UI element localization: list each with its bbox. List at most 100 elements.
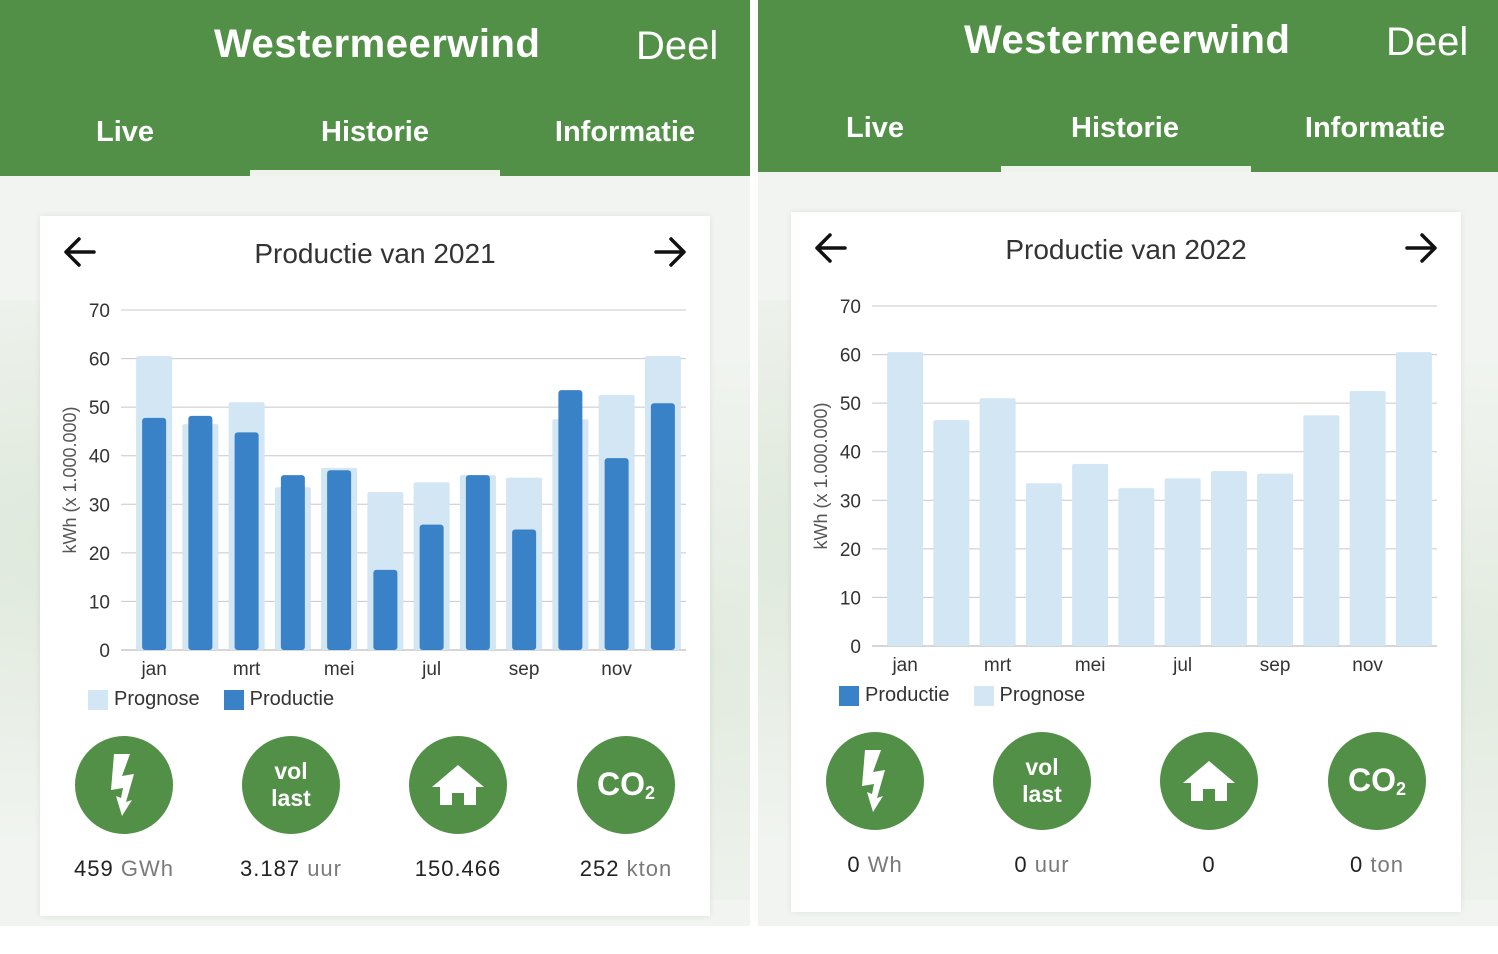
households-value: 0 <box>1202 852 1216 877</box>
tab-historie[interactable]: Historie <box>1071 112 1179 144</box>
lightning-icon <box>111 754 134 816</box>
bar-prognose <box>1210 471 1247 646</box>
bar-prognose <box>1072 463 1109 646</box>
back-arrow-icon[interactable] <box>62 234 98 270</box>
co2-unit: ton <box>1370 852 1404 877</box>
bar-productie <box>142 417 167 650</box>
bottom-edge <box>0 926 1498 954</box>
co2-unit: kton <box>626 856 673 881</box>
y-axis-label: kWh (x 1.000.000) <box>811 402 831 549</box>
bar-productie <box>558 390 583 650</box>
card-title: Productie van 2021 <box>254 238 496 269</box>
active-tab-indicator <box>1001 166 1251 172</box>
vol-last-circle: vol last <box>993 732 1091 830</box>
y-tick-label: 70 <box>840 297 861 318</box>
stat-vol-last: vol last 3.187 uur <box>216 736 366 882</box>
tab-informatie[interactable]: Informatie <box>554 116 696 148</box>
tab-historie[interactable]: Historie <box>321 116 429 148</box>
legend-swatch-prognose <box>88 689 108 710</box>
y-tick-label: 0 <box>99 641 110 662</box>
energy-value: 459 GWh <box>49 856 199 882</box>
x-tick-label: jan <box>891 655 917 676</box>
app-title: Westermeerwind <box>214 22 541 66</box>
co2-value: 0 ton <box>1302 852 1452 878</box>
y-tick-label: 10 <box>89 592 110 613</box>
vol-last-circle: vol last <box>242 736 340 834</box>
y-tick-label: 30 <box>840 491 861 512</box>
bar-prognose <box>1303 415 1340 646</box>
forward-arrow-icon[interactable] <box>1403 230 1439 266</box>
co2-number: 252 <box>579 856 620 881</box>
stat-energy: 0 Wh <box>800 732 950 878</box>
screen-2021: Westermeerwind Deel Live Historie Inform… <box>0 0 750 930</box>
y-tick-label: 70 <box>89 301 110 322</box>
y-tick-label: 40 <box>89 447 110 468</box>
x-tick-label: nov <box>601 659 632 680</box>
bar-productie <box>327 470 352 650</box>
x-tick-label: jan <box>140 659 166 680</box>
energy-number: 0 <box>847 852 861 877</box>
households-circle <box>409 736 507 834</box>
legend: Prognose Productie <box>88 688 334 711</box>
x-tick-label: mrt <box>984 655 1012 676</box>
energy-unit: GWh <box>120 856 174 881</box>
bar-productie <box>188 415 213 650</box>
energy-number: 459 <box>74 856 114 881</box>
bar-productie <box>650 403 675 650</box>
x-tick-label: sep <box>509 659 540 680</box>
vol-last-unit: uur <box>1034 852 1070 877</box>
legend-label-prognose: Prognose <box>114 688 200 710</box>
house-icon <box>1183 761 1235 801</box>
y-tick-label: 10 <box>840 588 861 609</box>
vol-last-label-1: vol <box>1025 754 1059 780</box>
tab-live[interactable]: Live <box>845 112 905 144</box>
production-card: Productie van 2022 0 10 20 30 40 50 60 70 kWh (x… <box>791 212 1461 912</box>
co2-value: 252 kton <box>551 856 701 882</box>
lightning-icon <box>862 750 885 812</box>
tab-informatie[interactable]: Informatie <box>1304 112 1446 144</box>
vol-last-unit: uur <box>307 856 342 881</box>
app-header: Westermeerwind Deel Live Historie Inform… <box>758 0 1498 172</box>
screen-divider <box>750 0 758 954</box>
y-tick-label: 60 <box>840 346 861 367</box>
co2-label: CO <box>596 766 645 802</box>
co2-subscript: 2 <box>1395 779 1406 799</box>
legend-label-productie: Productie <box>865 684 950 706</box>
co2-circle: CO2 <box>577 736 675 834</box>
y-tick-label: 20 <box>89 544 110 565</box>
y-tick-label: 50 <box>840 394 861 415</box>
bar-productie <box>604 458 629 650</box>
x-tick-label: mei <box>324 659 355 680</box>
stat-energy: 459 GWh <box>49 736 199 882</box>
legend: Productie Prognose <box>839 684 1085 707</box>
y-tick-label: 30 <box>89 495 110 516</box>
households-circle <box>1160 732 1258 830</box>
card-title: Productie van 2022 <box>1005 234 1247 265</box>
share-button[interactable]: Deel <box>636 24 719 68</box>
bar-prognose <box>1349 391 1386 646</box>
bar-prognose <box>1118 488 1155 646</box>
x-tick-label: sep <box>1260 655 1291 676</box>
energy-circle <box>75 736 173 834</box>
share-button[interactable]: Deel <box>1386 20 1469 64</box>
bar-productie <box>419 524 444 650</box>
tab-live[interactable]: Live <box>95 116 155 148</box>
x-tick-label: mrt <box>233 659 261 680</box>
bar-productie <box>465 475 490 650</box>
active-tab-indicator <box>250 170 500 176</box>
bar-productie <box>373 569 398 650</box>
energy-unit: Wh <box>867 852 903 877</box>
legend-swatch-productie <box>839 685 859 706</box>
forward-arrow-icon[interactable] <box>652 234 688 270</box>
x-tick-label: mei <box>1075 655 1106 676</box>
y-tick-label: 40 <box>840 443 861 464</box>
y-axis-label: kWh (x 1.000.000) <box>60 406 80 553</box>
back-arrow-icon[interactable] <box>813 230 849 266</box>
legend-swatch-productie <box>223 689 244 710</box>
app-header: Westermeerwind Deel Live Historie Inform… <box>0 0 750 176</box>
stat-households: 150.466 <box>383 736 533 882</box>
vol-last-value: 0 uur <box>967 852 1117 878</box>
screen-2022: Westermeerwind Deel Live Historie Inform… <box>758 0 1498 926</box>
vol-last-number: 3.187 <box>240 856 301 881</box>
bar-productie <box>280 475 305 650</box>
